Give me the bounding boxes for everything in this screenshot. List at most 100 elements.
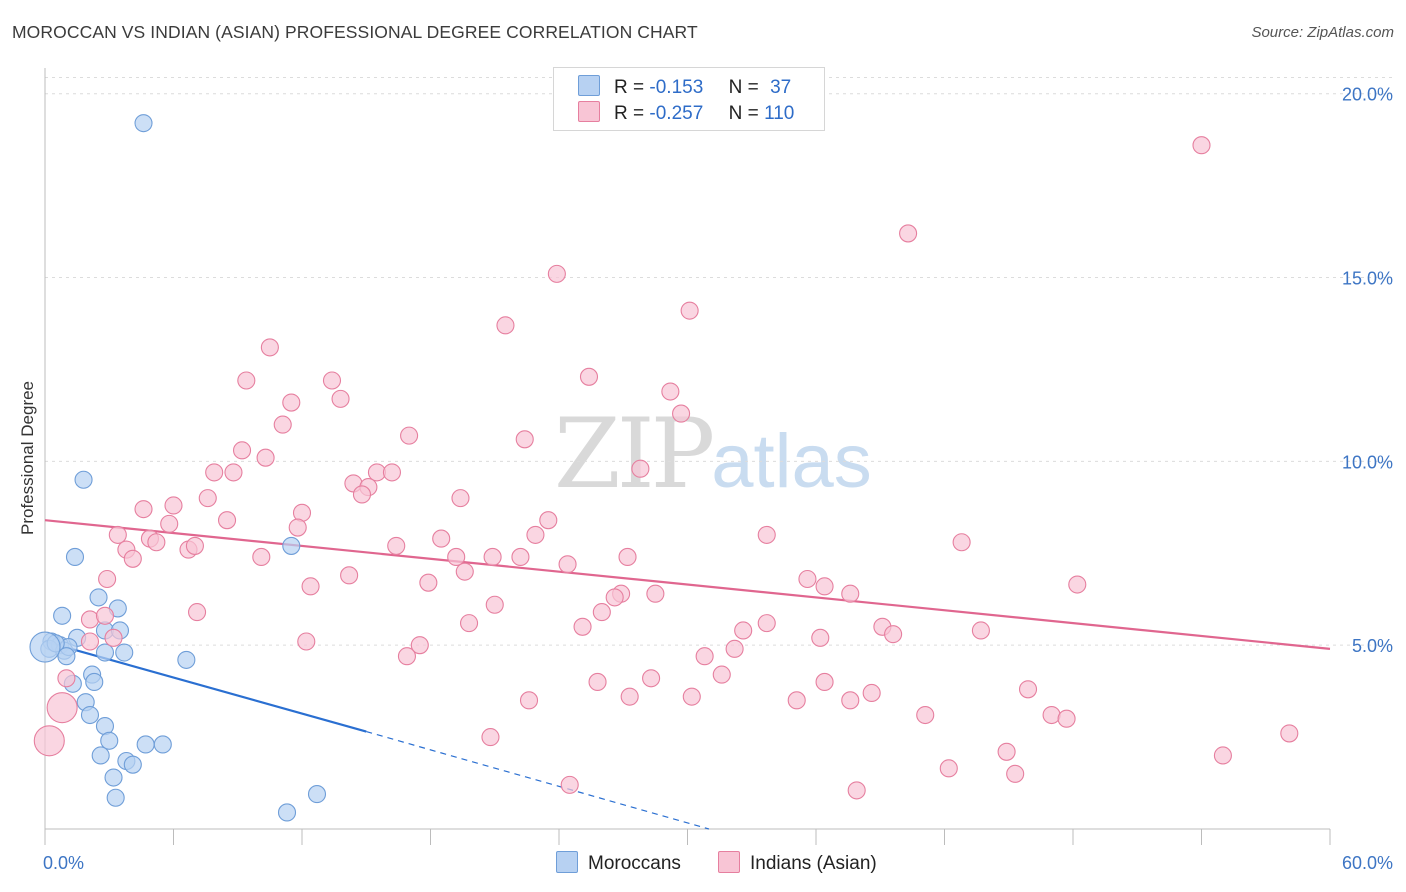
y-tick-label: 10.0% [1342, 452, 1393, 472]
x-tick-label-max: 60.0% [1342, 853, 1393, 873]
indian-point [397, 647, 416, 666]
moroccan-point [307, 785, 327, 804]
moroccan-point [100, 731, 119, 750]
indian-point [1068, 575, 1087, 594]
indian-point [198, 489, 217, 508]
legend-r-label: R = [614, 77, 645, 98]
legend-n-label: N = [728, 77, 759, 98]
moroccan-point [134, 114, 153, 133]
indian-point-large [46, 692, 78, 724]
indian-point [971, 621, 990, 640]
indian-point [916, 705, 935, 725]
indian-point [560, 775, 579, 794]
indian-point [672, 404, 691, 423]
indian-point [147, 533, 166, 552]
moroccan-point [57, 647, 76, 666]
indian-point [725, 639, 744, 658]
indian-point [382, 463, 402, 482]
y-tick-label: 15.0% [1342, 269, 1393, 289]
indian-point [301, 577, 320, 596]
legend-r-label: R = [614, 103, 645, 124]
moroccan-point [91, 746, 110, 765]
moroccan-point [282, 536, 301, 555]
indian-point [80, 632, 100, 651]
indian-point [579, 367, 599, 386]
indian-point [847, 781, 866, 800]
indian-point [282, 393, 301, 412]
indian-point [260, 338, 279, 357]
indian-point [410, 636, 429, 655]
indian-point [682, 687, 701, 706]
y-tick-label: 20.0% [1342, 85, 1393, 105]
indian-point [340, 566, 359, 585]
indian-point [297, 632, 316, 651]
indian-point [98, 569, 117, 589]
correlation-legend: R = -0.153 N = 37 R = -0.257 N = 110 [553, 67, 825, 131]
indian-point [1057, 709, 1076, 728]
indian-point [331, 389, 350, 408]
legend-row-indians: R = -0.257 N = 110 [578, 101, 794, 125]
indian-point [811, 628, 830, 647]
moroccans-n-value: 37 [770, 77, 792, 98]
moroccans-swatch [578, 75, 600, 96]
indian-point [481, 728, 500, 747]
indian-point [526, 525, 545, 544]
grid-lines [45, 77, 1392, 646]
tick-labels: 5.0% 10.0% 15.0% 20.0% 0.0% 60.0% [43, 85, 1393, 873]
indians-n-value: 110 [764, 103, 795, 124]
indian-point [605, 588, 624, 607]
indian-point [224, 463, 243, 482]
axes [44, 68, 1331, 845]
indian-point [185, 536, 204, 555]
indian-point [841, 691, 860, 710]
indian-point [160, 514, 179, 533]
source-label: Source: ZipAtlas.com [1251, 24, 1394, 41]
indian-point [631, 459, 650, 478]
indian-point [539, 511, 558, 530]
indian-point [661, 382, 680, 401]
indian-point [952, 533, 971, 552]
indian-point [400, 426, 419, 445]
moroccan-point [95, 643, 115, 662]
indian-point [1018, 680, 1038, 699]
moroccan-point [136, 735, 155, 754]
x-tick-label-min: 0.0% [43, 853, 84, 873]
indian-point [588, 672, 607, 691]
indian-point [1006, 764, 1025, 783]
indian-point [237, 371, 256, 390]
moroccan-point [115, 643, 134, 662]
indian-point [273, 415, 292, 434]
indian-point [164, 496, 183, 515]
indian-point [108, 525, 127, 544]
indian-point [757, 525, 776, 544]
indian-point [939, 759, 958, 778]
moroccan-point [74, 470, 93, 489]
moroccan-point [106, 788, 125, 807]
indian-point [80, 610, 100, 629]
indian-point [387, 536, 406, 555]
indian-point [547, 264, 566, 283]
moroccan-point [89, 588, 108, 607]
indian-point [455, 562, 474, 581]
moroccans-legend-label: Moroccans [588, 853, 681, 874]
moroccan-point [53, 606, 72, 625]
indian-point [232, 441, 252, 460]
indian-point [997, 742, 1016, 761]
legend-n-label: N = [728, 103, 759, 124]
trend-lines [44, 519, 1331, 830]
moroccans-r-value: -0.153 [649, 77, 704, 98]
indian-point [485, 595, 504, 614]
indian-point [123, 549, 142, 568]
indian-point [57, 669, 76, 688]
indian-point [459, 614, 479, 633]
chart-title: MOROCCAN VS INDIAN (ASIAN) PROFESSIONAL … [12, 22, 698, 42]
indian-trend-line [44, 519, 1331, 650]
indian-point [899, 224, 918, 243]
indian-point [104, 628, 123, 647]
data-points [29, 114, 1299, 822]
indian-point [496, 316, 515, 335]
indian-point [1213, 746, 1232, 765]
indian-point [618, 547, 637, 567]
indians-legend-swatch [718, 851, 740, 873]
bottom-legend-moroccans: Moroccans [556, 851, 681, 875]
